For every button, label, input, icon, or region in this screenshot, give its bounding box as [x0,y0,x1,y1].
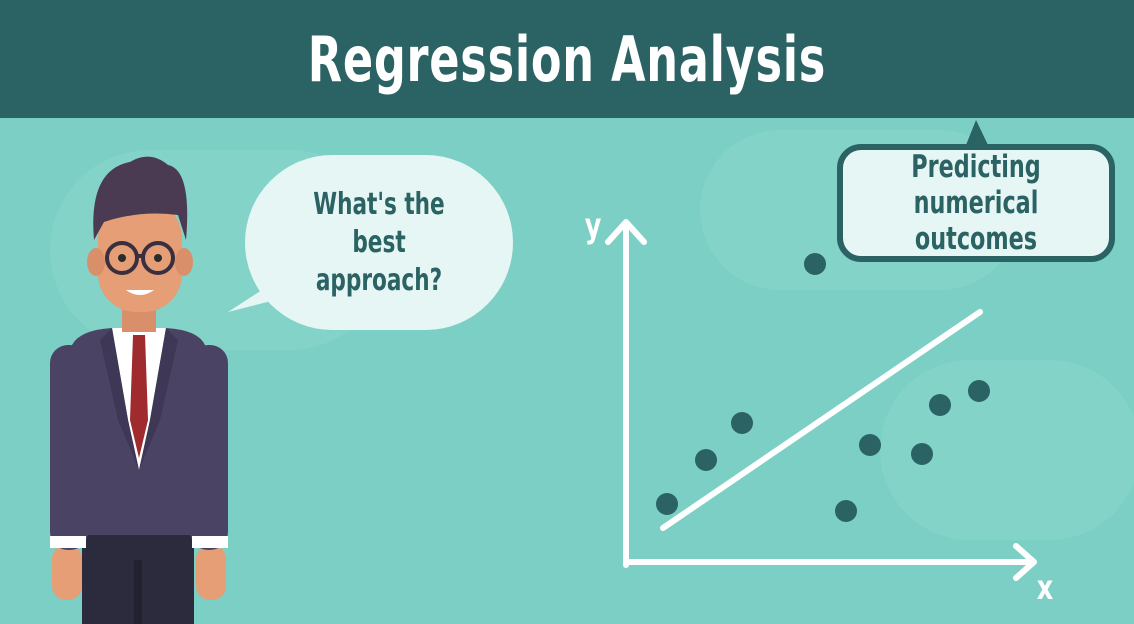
businessman-character [50,156,228,624]
chart-axes [605,219,1037,581]
speech-bubble-text: What's the best approach? [313,186,445,298]
data-point [656,493,678,515]
callout-box: Predicting numerical outcomes [837,144,1115,262]
data-point [911,443,933,465]
data-point [835,500,857,522]
data-points [656,253,990,522]
data-point [695,449,717,471]
page-title: Regression Analysis [307,22,827,96]
data-point [859,434,881,456]
y-axis-label: y [584,206,602,246]
x-axis-label: x [1036,568,1054,608]
data-point [804,253,826,275]
data-point [731,412,753,434]
regression-line [660,309,983,531]
data-point [929,394,951,416]
title-bar: Regression Analysis [0,0,1134,118]
speech-bubble: What's the best approach? [245,155,513,330]
callout-text: Predicting numerical outcomes [911,149,1041,257]
callout-pointer [966,120,988,145]
data-point [968,380,990,402]
